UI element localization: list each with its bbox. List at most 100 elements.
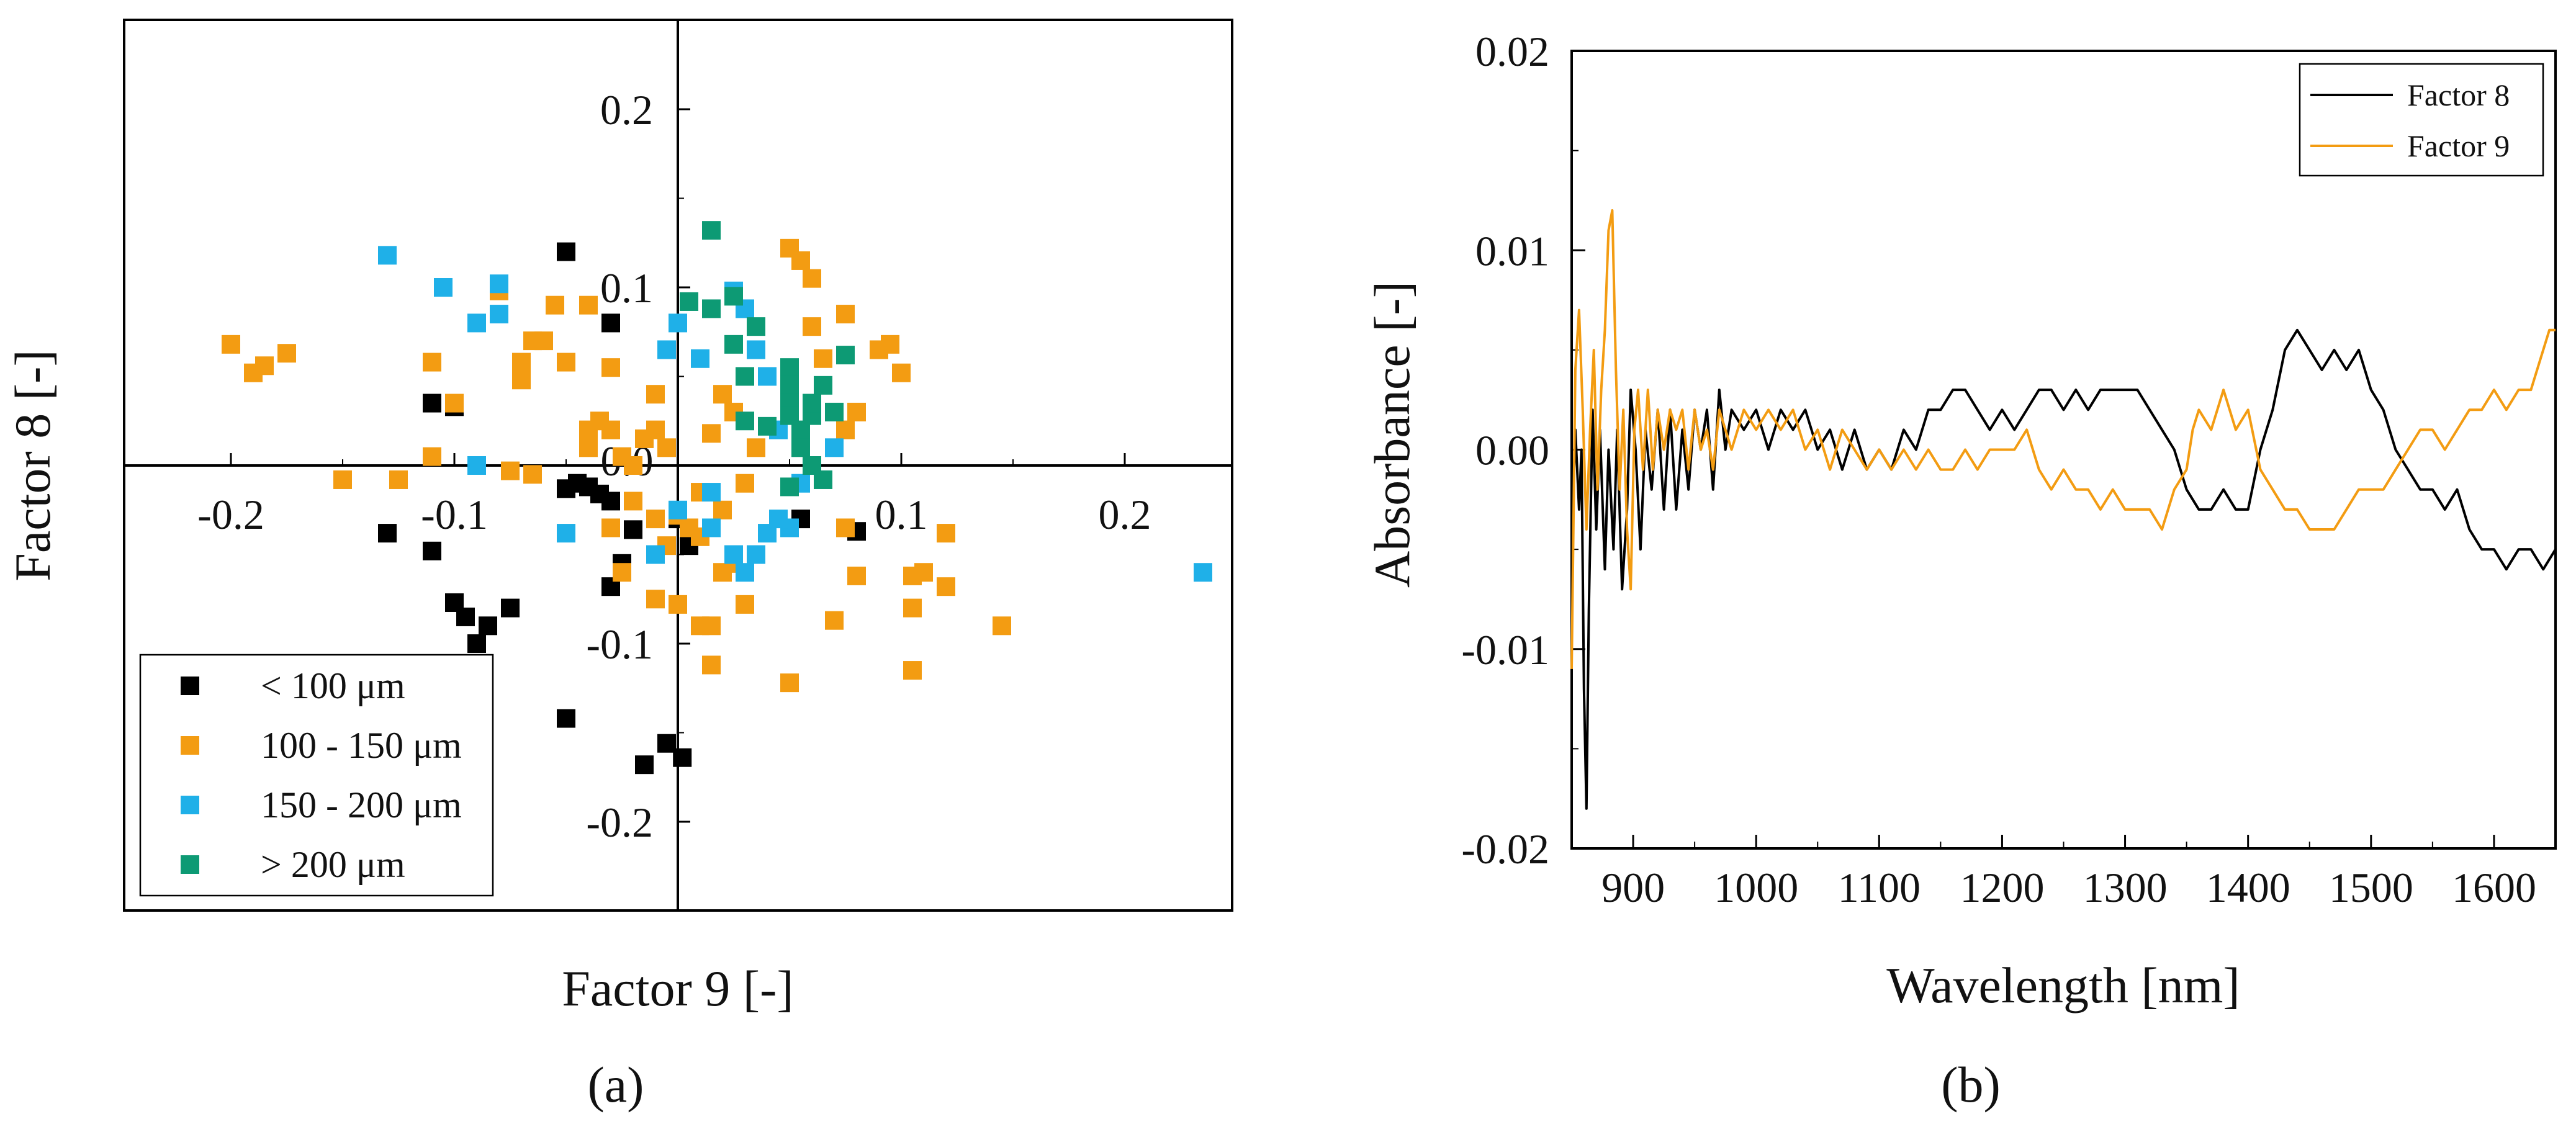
scatter-point-series-1	[512, 371, 531, 390]
scatter-point-series-0	[467, 634, 486, 653]
scatter-point-series-2	[1194, 563, 1212, 582]
scatter-point-series-1	[937, 577, 955, 596]
spectra-ticks: 900 1000 1100 1200 1300 1400 1500 1600 0.02 0.01 0…	[1461, 28, 2556, 911]
scatter-point-series-2	[758, 524, 777, 543]
scatter-point-series-2	[378, 246, 397, 265]
scatter-point-series-1	[624, 492, 642, 511]
scatter-point-series-0	[423, 541, 441, 560]
scatter-point-series-1	[713, 500, 732, 519]
scatter-x-axis-title: Factor 9 [-]	[562, 960, 793, 1017]
spectra-x-tick-label: 1400	[2206, 864, 2290, 911]
scatter-point-series-0	[601, 492, 620, 511]
scatter-point-series-1	[914, 563, 933, 582]
scatter-point-series-1	[646, 510, 665, 529]
spectra-lines	[1570, 209, 2557, 810]
scatter-point-series-1	[646, 590, 665, 609]
scatter-point-series-1	[881, 335, 899, 354]
scatter-points	[222, 221, 1212, 775]
scatter-point-series-0	[657, 734, 676, 753]
scatter-point-series-1	[736, 595, 754, 614]
scatter-x-tick-label: 0.1	[875, 491, 928, 538]
scatter-legend-marker	[181, 796, 199, 814]
scatter-chart: -0.2-0.10.10.20.20.1-0.1-0.20.0 Factor 8…	[4, 19, 1233, 1113]
scatter-point-series-3	[814, 470, 832, 489]
scatter-legend-label: 100 - 150 μm	[261, 725, 462, 766]
scatter-legend-label: < 100 μm	[261, 665, 405, 706]
scatter-x-tick-label: -0.2	[197, 491, 264, 538]
spectra-line-series-0	[1570, 328, 2557, 810]
scatter-point-series-1	[624, 456, 642, 475]
scatter-point-series-1	[423, 447, 441, 466]
spectra-y-tick-label: 0.02	[1475, 28, 1549, 75]
scatter-point-series-3	[780, 375, 799, 395]
scatter-y-tick-label: 0.1	[600, 264, 653, 312]
scatter-point-series-1	[501, 461, 520, 480]
scatter-point-series-1	[903, 598, 922, 618]
scatter-point-series-0	[479, 616, 497, 636]
scatter-point-series-0	[557, 709, 575, 728]
scatter-point-series-2	[467, 456, 486, 475]
scatter-point-series-1	[534, 331, 553, 351]
spectra-legend-box	[2299, 63, 2544, 177]
scatter-point-series-1	[702, 616, 721, 636]
panel-b-label: (b)	[1941, 1056, 2001, 1113]
scatter-point-series-0	[456, 607, 475, 626]
scatter-point-series-3	[702, 221, 721, 240]
spectra-x-tick-label: 1200	[1960, 864, 2044, 911]
scatter-point-series-2	[434, 278, 453, 297]
scatter-point-series-1	[613, 563, 631, 582]
scatter-ticks: -0.2-0.10.10.20.20.1-0.1-0.20.0	[197, 86, 1151, 846]
scatter-point-series-1	[937, 524, 955, 543]
scatter-point-series-3	[803, 393, 821, 413]
scatter-point-series-1	[747, 438, 765, 457]
scatter-point-series-1	[546, 295, 564, 315]
scatter-point-series-1	[277, 344, 296, 363]
scatter-point-series-2	[669, 313, 687, 333]
scatter-point-series-3	[736, 411, 754, 431]
scatter-y-tick-label: -0.1	[586, 621, 653, 668]
scatter-point-series-2	[724, 545, 743, 564]
scatter-point-series-0	[624, 520, 642, 539]
scatter-point-series-1	[523, 465, 542, 484]
spectra-x-tick-label: 900	[1601, 864, 1665, 911]
scatter-x-tick-label: -0.1	[421, 491, 488, 538]
spectra-legend-label: Factor 8	[2407, 78, 2510, 112]
scatter-point-series-0	[557, 242, 575, 261]
scatter-point-series-0	[501, 598, 520, 618]
scatter-point-series-1	[825, 611, 844, 630]
scatter-y-tick-label: 0.2	[600, 86, 653, 133]
scatter-point-series-3	[791, 438, 810, 457]
scatter-point-series-2	[646, 545, 665, 564]
scatter-point-series-1	[423, 353, 441, 372]
scatter-point-series-2	[758, 367, 777, 386]
scatter-point-series-1	[713, 385, 732, 404]
scatter-point-series-1	[903, 661, 922, 680]
spectra-line-series-1	[1570, 209, 2556, 669]
spectra-y-axis-title: Absorbance [-]	[1364, 281, 1420, 588]
scatter-point-series-1	[601, 358, 620, 377]
scatter-point-series-0	[423, 393, 441, 413]
scatter-point-series-2	[736, 563, 754, 582]
scatter-point-series-1	[579, 438, 598, 457]
scatter-point-series-0	[378, 524, 397, 543]
scatter-point-series-2	[467, 313, 486, 333]
scatter-point-series-1	[669, 595, 687, 614]
spectra-legend-label: Factor 9	[2407, 128, 2510, 163]
scatter-legend-marker	[181, 736, 199, 755]
scatter-point-series-1	[646, 385, 665, 404]
scatter-point-series-0	[601, 313, 620, 333]
scatter-point-series-1	[993, 616, 1011, 636]
scatter-point-series-1	[255, 356, 274, 375]
scatter-point-series-1	[702, 655, 721, 675]
scatter-point-series-1	[836, 420, 855, 439]
scatter-point-series-1	[333, 470, 352, 489]
scatter-point-series-2	[747, 545, 765, 564]
scatter-point-series-1	[836, 518, 855, 537]
scatter-point-series-1	[601, 420, 620, 439]
scatter-point-series-2	[557, 524, 575, 543]
scatter-legend: < 100 μm 100 - 150 μm 150 - 200 μm > 200 μm	[139, 654, 494, 897]
scatter-point-series-1	[222, 335, 240, 354]
scatter-point-series-3	[780, 477, 799, 497]
scatter-legend-label: 150 - 200 μm	[261, 785, 462, 825]
scatter-point-series-1	[389, 470, 408, 489]
